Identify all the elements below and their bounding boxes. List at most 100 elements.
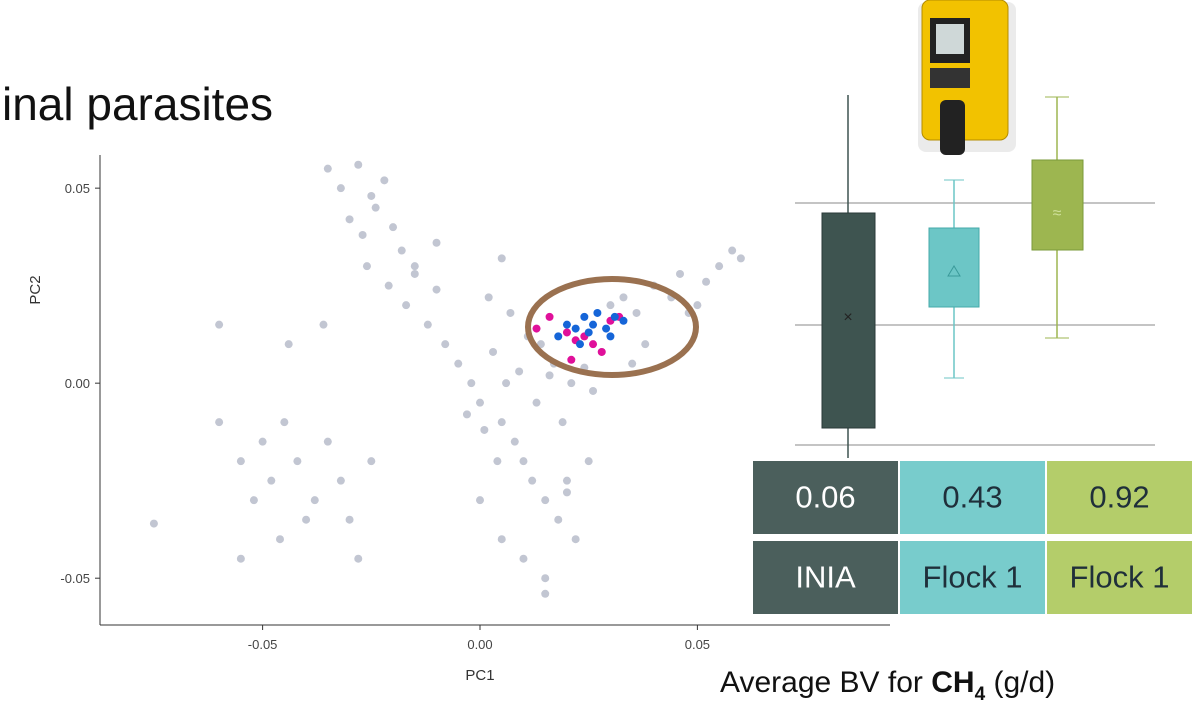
device-grip	[940, 100, 965, 155]
caption: Average BV for CH4 (g/d)	[720, 666, 1055, 705]
point	[511, 438, 519, 446]
point	[359, 231, 367, 239]
point	[346, 516, 354, 524]
mean-marker: ≈	[1053, 205, 1062, 222]
point	[372, 204, 380, 212]
point	[611, 313, 619, 321]
box	[929, 228, 979, 307]
point	[585, 457, 593, 465]
point	[463, 410, 471, 418]
point	[563, 321, 571, 329]
point	[563, 488, 571, 496]
point	[389, 223, 397, 231]
device-image	[918, 0, 1016, 155]
point	[737, 254, 745, 262]
caption-prefix: Average BV for	[720, 666, 931, 699]
point	[337, 477, 345, 485]
slide-title: inal parasites	[2, 78, 273, 130]
point	[337, 184, 345, 192]
point	[476, 399, 484, 407]
point	[498, 254, 506, 262]
point	[346, 215, 354, 223]
point	[276, 535, 284, 543]
point	[367, 192, 375, 200]
point	[559, 418, 567, 426]
point	[728, 247, 736, 255]
point	[280, 418, 288, 426]
point	[606, 301, 614, 309]
point	[546, 371, 554, 379]
point	[519, 555, 527, 563]
y-tick-label: 0.00	[65, 376, 90, 391]
point	[541, 590, 549, 598]
point	[519, 457, 527, 465]
caption-formula: CH	[931, 666, 974, 699]
point	[563, 477, 571, 485]
point	[633, 309, 641, 317]
point	[237, 457, 245, 465]
point	[398, 247, 406, 255]
point	[619, 317, 627, 325]
highlight-ellipse	[528, 279, 696, 375]
point	[311, 496, 319, 504]
point	[567, 356, 575, 364]
slide: inal parasites -0.050.000.05-0.050.000.0…	[0, 0, 1204, 707]
x-axis-label: PC1	[465, 667, 494, 684]
point	[498, 418, 506, 426]
point	[150, 520, 158, 528]
x-tick-label: -0.05	[248, 637, 278, 652]
point	[589, 387, 597, 395]
point	[589, 321, 597, 329]
y-tick-label: -0.05	[60, 571, 90, 586]
point	[324, 165, 332, 173]
point	[528, 477, 536, 485]
point	[380, 176, 388, 184]
caption-subscript: 4	[975, 684, 986, 705]
point	[563, 328, 571, 336]
device-keypad	[930, 68, 970, 88]
point	[354, 161, 362, 169]
point	[480, 426, 488, 434]
point	[498, 535, 506, 543]
point	[598, 348, 606, 356]
y-axis-label: PC2	[27, 275, 44, 304]
point	[606, 332, 614, 340]
point	[619, 293, 627, 301]
point	[237, 555, 245, 563]
point	[293, 457, 301, 465]
point	[541, 496, 549, 504]
point	[572, 325, 580, 333]
point	[302, 516, 310, 524]
point	[402, 301, 410, 309]
point	[441, 340, 449, 348]
point	[476, 496, 484, 504]
point	[585, 328, 593, 336]
point	[572, 535, 580, 543]
y-tick-label: 0.05	[65, 181, 90, 196]
point	[493, 457, 501, 465]
point	[676, 270, 684, 278]
point	[580, 313, 588, 321]
point	[589, 340, 597, 348]
table-cell-text: 0.06	[795, 480, 855, 515]
point	[215, 321, 223, 329]
point	[506, 309, 514, 317]
point	[433, 239, 441, 247]
table-cell-text: 0.43	[942, 480, 1002, 515]
point	[602, 325, 610, 333]
point	[367, 457, 375, 465]
point	[411, 262, 419, 270]
table-cell-text: INIA	[795, 560, 856, 595]
point	[533, 399, 541, 407]
x-tick-label: 0.05	[685, 637, 710, 652]
point	[411, 270, 419, 278]
point	[354, 555, 362, 563]
point	[641, 340, 649, 348]
point	[567, 379, 575, 387]
point	[502, 379, 510, 387]
point	[285, 340, 293, 348]
point	[515, 367, 523, 375]
point	[319, 321, 327, 329]
